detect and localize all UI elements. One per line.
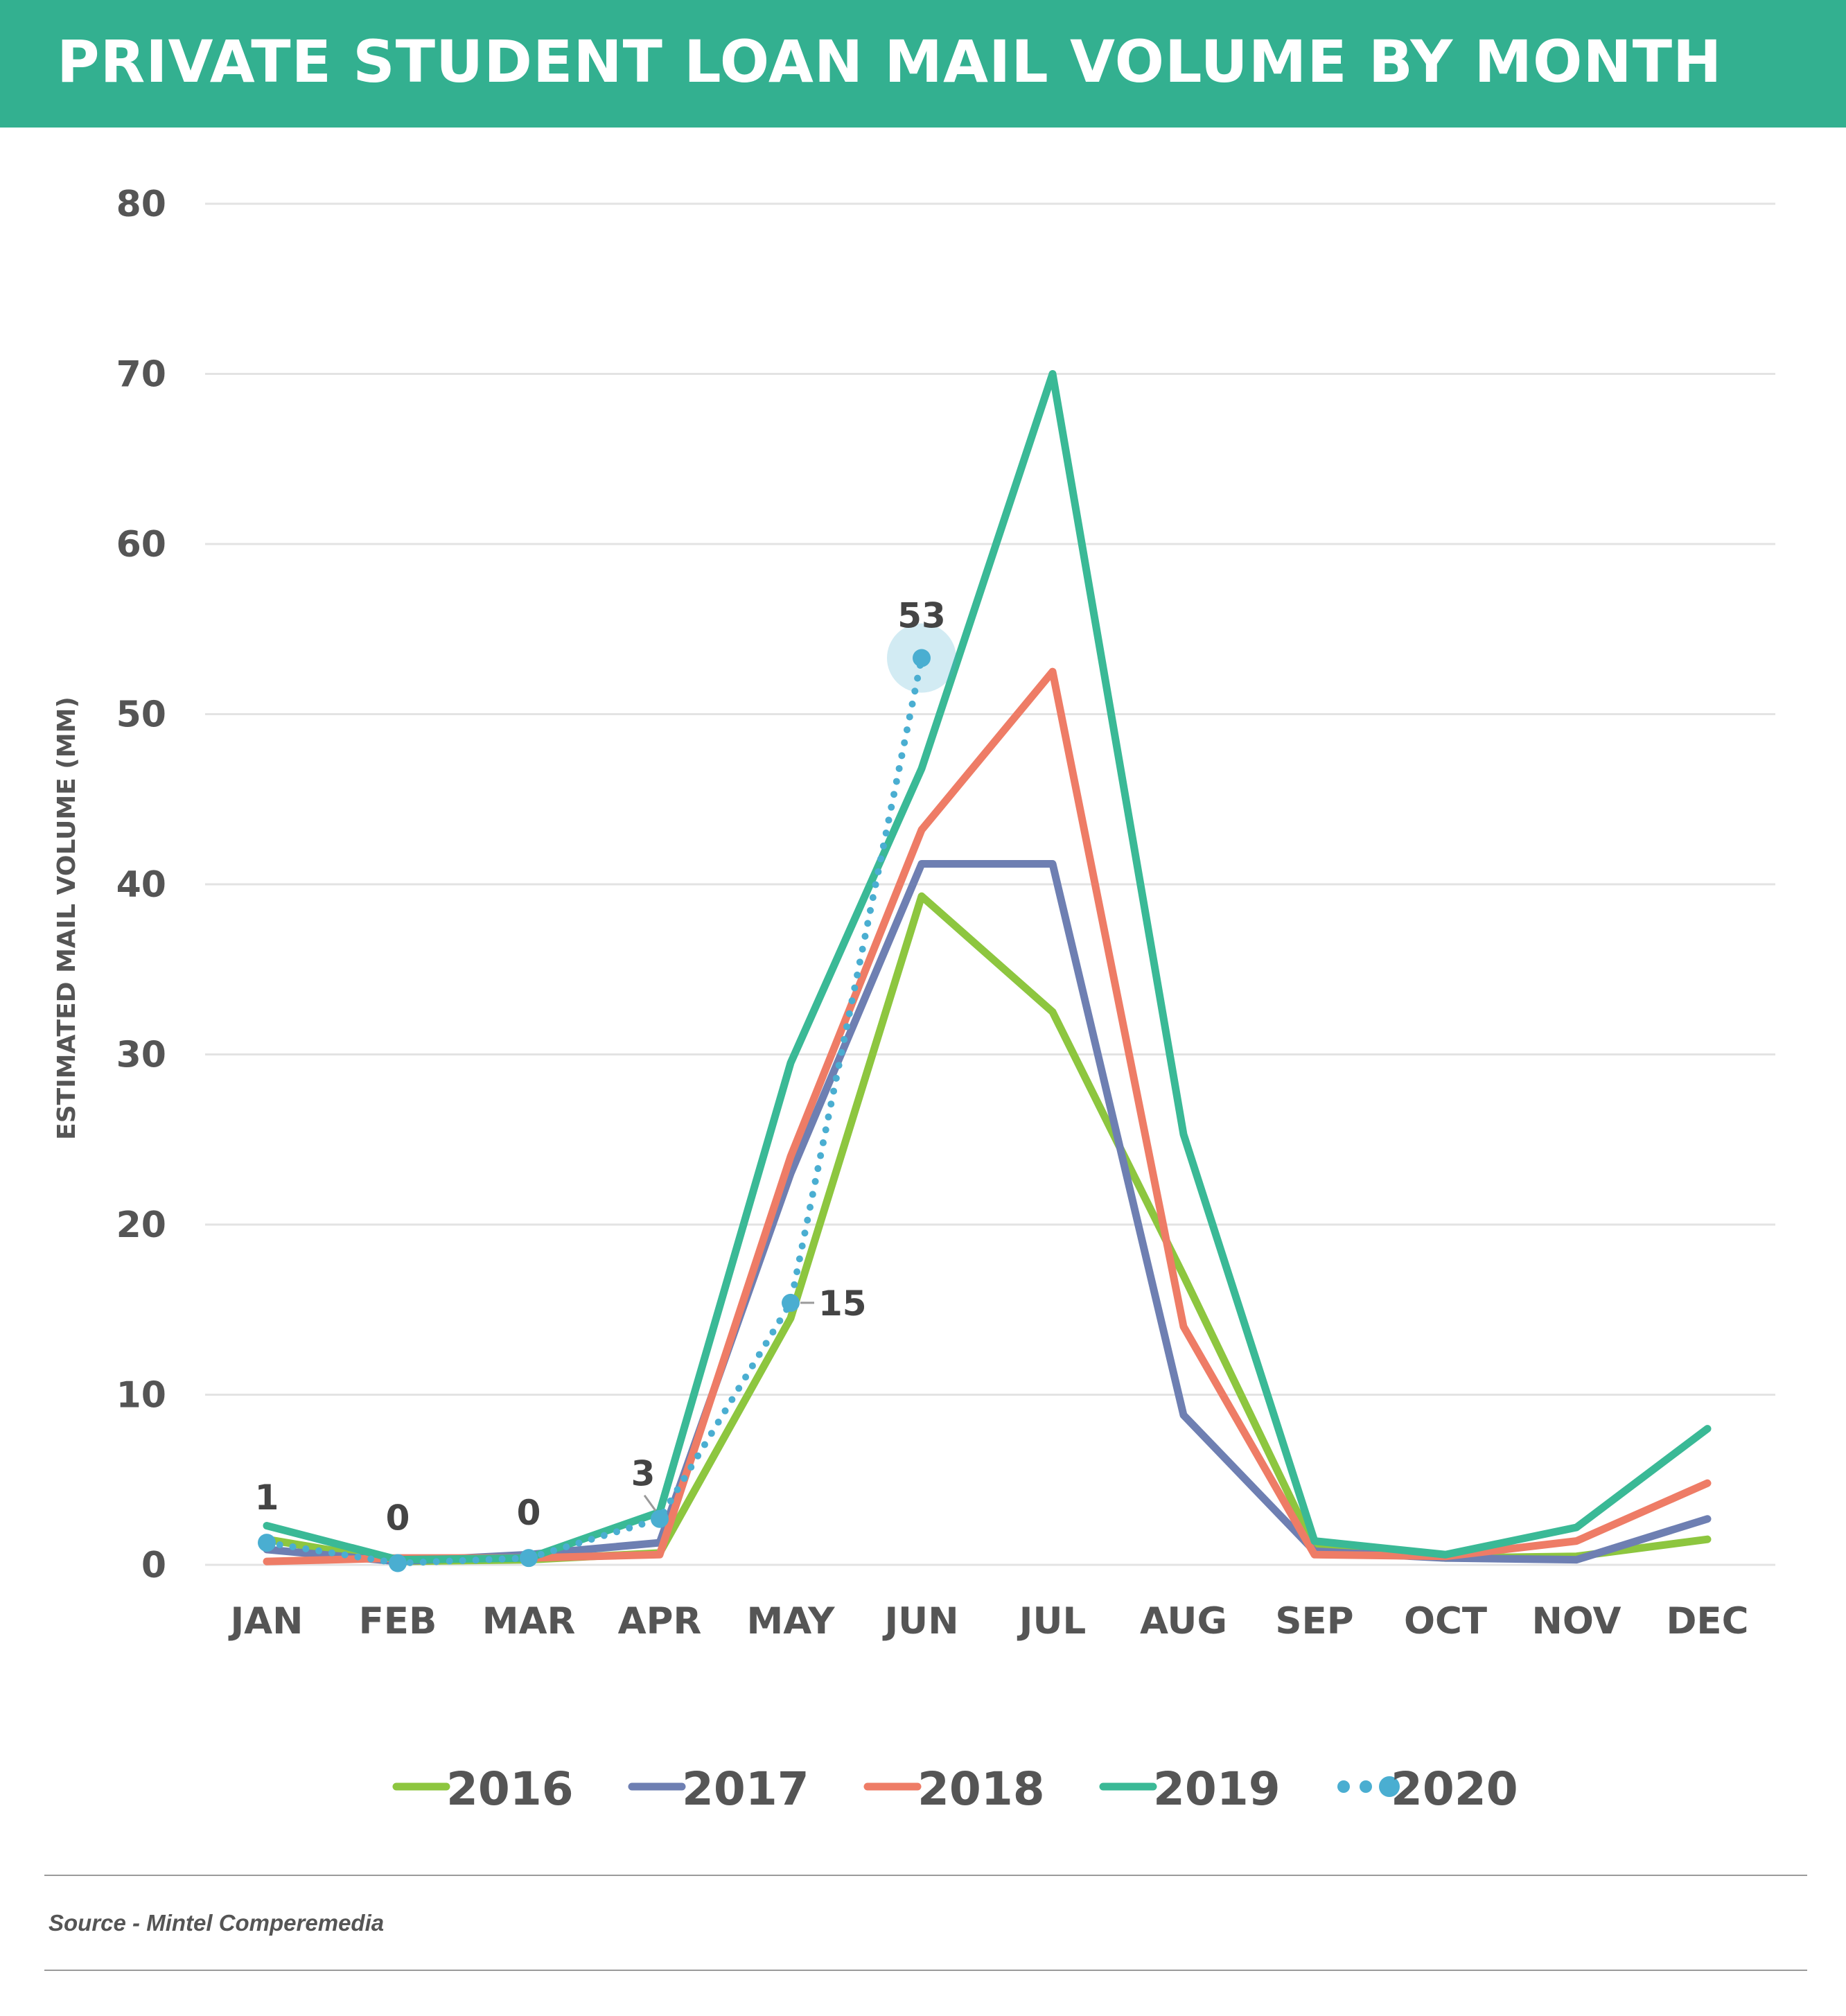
legend-label-2017: 2017 bbox=[682, 1762, 809, 1816]
x-tick-label: FEB bbox=[359, 1600, 437, 1642]
x-tick-label: MAR bbox=[482, 1600, 576, 1642]
legend-swatch-2020 bbox=[1337, 1780, 1350, 1793]
data-label: 0 bbox=[517, 1493, 541, 1533]
y-tick-label: 10 bbox=[116, 1375, 166, 1417]
y-tick-label: 60 bbox=[116, 524, 166, 566]
x-tick-label: AUG bbox=[1140, 1600, 1227, 1642]
x-tick-label: OCT bbox=[1404, 1600, 1487, 1642]
x-tick-label: APR bbox=[618, 1600, 702, 1642]
x-tick-label: NOV bbox=[1531, 1600, 1621, 1642]
x-tick-label: DEC bbox=[1666, 1600, 1748, 1642]
series-point-2020 bbox=[913, 649, 931, 667]
y-tick-label: 80 bbox=[116, 184, 166, 225]
series-line-2018 bbox=[263, 667, 1712, 1566]
series-point-2020 bbox=[258, 1534, 276, 1552]
data-label: 3 bbox=[631, 1454, 656, 1494]
y-tick-label: 20 bbox=[116, 1204, 166, 1246]
chart-title: PRIVATE STUDENT LOAN MAIL VOLUME BY MONT… bbox=[57, 28, 1723, 96]
legend-label-2020: 2020 bbox=[1391, 1762, 1518, 1816]
series-point-2020 bbox=[782, 1293, 800, 1312]
x-tick-label: JUN bbox=[882, 1600, 958, 1642]
legend-label-2016: 2016 bbox=[446, 1762, 574, 1816]
data-label: 15 bbox=[818, 1283, 867, 1324]
legend-swatch-2020 bbox=[1379, 1776, 1400, 1797]
series-line-2020 bbox=[263, 654, 925, 1567]
series-point-2020 bbox=[389, 1554, 407, 1572]
y-tick-label: 40 bbox=[116, 864, 166, 906]
source-note: Source - Mintel Comperemedia bbox=[49, 1910, 385, 1936]
x-tick-label: JAN bbox=[228, 1600, 303, 1642]
series-line-2017 bbox=[263, 860, 1712, 1566]
series-line-2019 bbox=[263, 370, 1712, 1564]
x-tick-label: SEP bbox=[1275, 1600, 1353, 1642]
data-label: 53 bbox=[897, 595, 946, 636]
legend-swatch-2020 bbox=[1360, 1780, 1372, 1793]
series-point-2020 bbox=[520, 1549, 538, 1568]
y-tick-label: 0 bbox=[141, 1545, 166, 1586]
data-label: 0 bbox=[386, 1498, 410, 1539]
y-tick-label: 70 bbox=[116, 354, 166, 396]
x-tick-label: MAY bbox=[746, 1600, 835, 1642]
series-line-2016 bbox=[263, 892, 1712, 1566]
series-point-2020 bbox=[651, 1509, 669, 1528]
y-axis-label: ESTIMATED MAIL VOLUME (MM) bbox=[53, 696, 81, 1140]
footer-divider-bottom bbox=[44, 1970, 1807, 1971]
y-tick-label: 30 bbox=[116, 1035, 166, 1076]
data-label-leader bbox=[643, 1494, 657, 1511]
title-banner: PRIVATE STUDENT LOAN MAIL VOLUME BY MONT… bbox=[0, 0, 1846, 128]
y-tick-label: 50 bbox=[116, 694, 166, 736]
footer-divider-top bbox=[44, 1875, 1807, 1876]
x-tick-label: JUL bbox=[1017, 1600, 1087, 1642]
legend-label-2018: 2018 bbox=[917, 1762, 1045, 1816]
legend-label-2019: 2019 bbox=[1153, 1762, 1281, 1816]
data-label: 1 bbox=[255, 1478, 279, 1518]
